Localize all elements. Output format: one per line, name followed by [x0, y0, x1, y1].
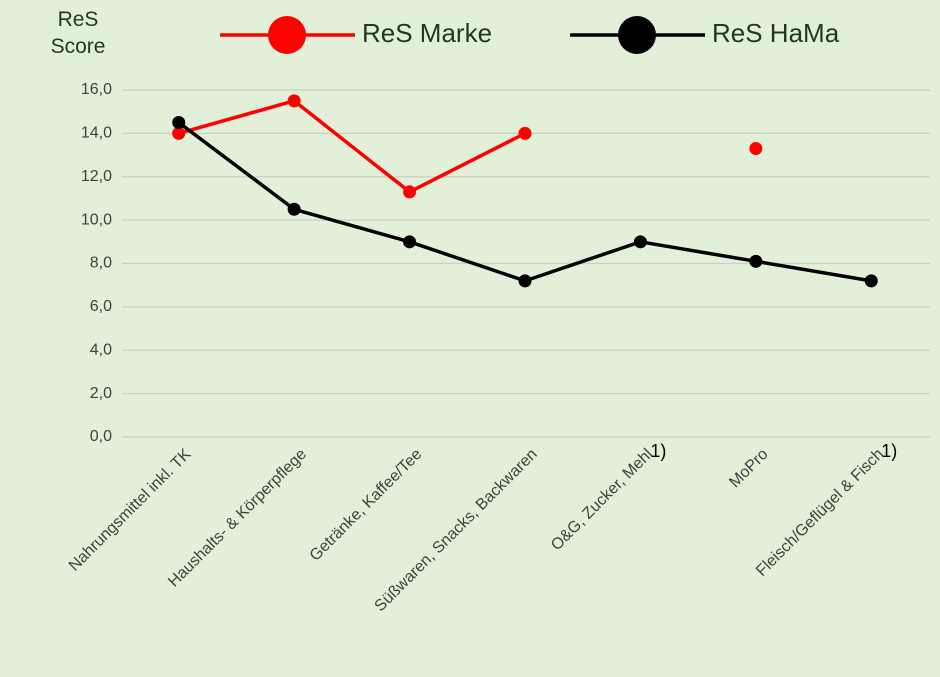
legend-label: ReS Marke [362, 18, 492, 48]
y-tick-label: 16,0 [81, 81, 112, 98]
y-axis-label: ReS Score [50, 8, 106, 58]
y-tick-label: 14,0 [81, 125, 112, 142]
y-tick-label: 4,0 [90, 341, 112, 358]
point [403, 235, 417, 249]
x-tick-label: Haushalts- & Körperpflege [165, 446, 310, 591]
point [864, 274, 878, 288]
point [633, 235, 647, 249]
series-line [177, 121, 872, 283]
x-tick-label: O&G, Zucker, Mehl [548, 446, 656, 554]
legend-marker [618, 16, 656, 54]
legend-label: ReS HaMa [712, 18, 840, 48]
x-tick-label: MoPro [726, 446, 771, 491]
point [172, 126, 186, 140]
footnote-mark: 1) [881, 441, 897, 461]
x-tick-label: Fleisch/Geflügel & Fisch [753, 446, 887, 580]
y-tick-label: 0,0 [90, 428, 112, 445]
series-line [179, 101, 756, 192]
point [749, 254, 763, 268]
y-tick-label: 8,0 [90, 255, 112, 272]
y-tick-label: 2,0 [90, 385, 112, 402]
y-tick-label: 10,0 [81, 211, 112, 228]
y-tick-label: 6,0 [90, 298, 112, 315]
y-tick-label: 12,0 [81, 168, 112, 185]
point [749, 142, 763, 156]
x-tick-label: Nahrungsmittel inkl. TK [66, 446, 195, 575]
point [172, 116, 186, 130]
x-tick-label: Getränke, Kaffee/Tee [307, 446, 426, 565]
point [287, 94, 301, 108]
point [518, 274, 532, 288]
point [518, 126, 532, 140]
point [287, 202, 301, 216]
legend-marker [268, 16, 306, 54]
footnote-mark: 1) [650, 441, 666, 461]
point [403, 185, 417, 199]
